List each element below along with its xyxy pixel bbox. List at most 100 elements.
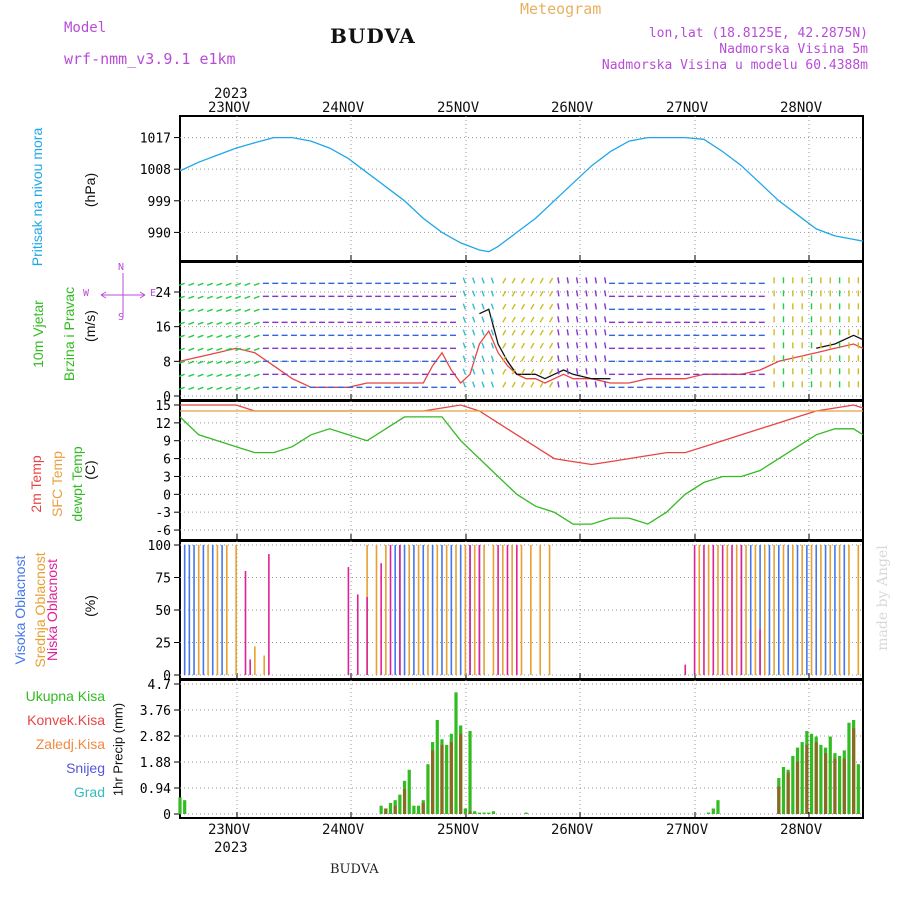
bar-precip-1-0 — [384, 808, 388, 814]
wind-arrow-391 — [585, 329, 588, 336]
wind-arrow-44 — [216, 282, 223, 287]
bar-cloud-0-18 — [749, 545, 752, 675]
ytick-label-temperature-5: 9 — [163, 435, 171, 450]
wind-arrow-22 — [197, 334, 204, 339]
bar-cloud-0-24 — [806, 545, 808, 675]
wind-arrow-310 — [502, 329, 507, 336]
wind-arrow-281 — [472, 355, 476, 362]
wind-arrow-403 — [594, 290, 598, 297]
wind-arrow-411 — [603, 303, 607, 310]
bar-precip-1-3 — [421, 802, 425, 814]
compass-south: S — [118, 312, 125, 323]
bar-precip-0-40 — [819, 744, 823, 814]
wind-arrow-14 — [188, 321, 195, 326]
wind-arrow-8 — [178, 282, 185, 287]
wind-arrow-4 — [178, 334, 185, 339]
wind-arrow-270 — [462, 381, 467, 388]
wind-arrow-21 — [197, 347, 204, 352]
bar-precip-1-14 — [823, 753, 828, 814]
bar-cloud-1-0 — [197, 545, 200, 675]
wind-arrow-292 — [481, 329, 485, 336]
wind-arrow-405 — [603, 381, 607, 388]
wind-arrow-73 — [253, 373, 260, 378]
legend-convective-rain: Konvek.Kisa — [27, 712, 105, 728]
wind-arrow-78 — [253, 308, 260, 313]
ytick-label-pressure-2: 1008 — [140, 163, 171, 178]
wind-arrow-3 — [178, 347, 185, 352]
wind-arrow-29 — [206, 360, 213, 365]
wind-arrow-45 — [225, 386, 232, 391]
bar-cloud-1-20 — [501, 545, 504, 675]
bar-precip-0-21 — [468, 731, 472, 814]
ytick-label-cloud-4: 100 — [148, 539, 171, 554]
bar-cloud-2-20 — [740, 545, 743, 675]
wind-arrow-27 — [206, 386, 213, 391]
wind-arrow-412 — [603, 290, 607, 297]
wind-arrow-342 — [539, 381, 544, 388]
bar-cloud-1-5 — [254, 646, 256, 675]
bar-cloud-1-31 — [745, 545, 747, 675]
wind-arrow-320 — [511, 316, 516, 323]
ytick-label-cloud-0: 0 — [163, 669, 171, 684]
ytick-label-cloud-3: 75 — [155, 572, 171, 587]
wind-arrow-315 — [511, 381, 516, 388]
meteogram-label: Meteogram — [520, 0, 602, 18]
wind-arrow-288 — [481, 381, 485, 388]
bar-cloud-1-11 — [417, 545, 420, 675]
bar-precip-1-13 — [814, 742, 818, 814]
wind-arrow-37 — [216, 373, 223, 378]
bar-cloud-0-21 — [777, 545, 780, 675]
wind-arrow-366 — [557, 303, 560, 310]
bar-cloud-1-14 — [445, 545, 448, 675]
wind-arrow-332 — [520, 277, 526, 284]
bar-cloud-1-10 — [408, 545, 411, 675]
wind-arrow-327 — [520, 342, 526, 349]
wind-arrow-331 — [520, 290, 526, 297]
bar-cloud-2-5 — [366, 597, 368, 675]
wind-arrow-300 — [490, 342, 495, 349]
bar-cloud-1-2 — [216, 545, 219, 675]
wind-arrow-280 — [472, 368, 476, 375]
bar-cloud-2-7 — [389, 545, 392, 675]
bar-cloud-2-4 — [356, 594, 359, 675]
wind-arrow-69 — [244, 308, 251, 313]
wind-arrow-10 — [188, 373, 195, 378]
wind-arrow-61 — [234, 295, 242, 300]
series-line-temperature-0 — [180, 404, 864, 466]
wind-arrow-64 — [244, 373, 251, 378]
wind-arrow-47 — [225, 360, 232, 365]
ytick-label-precip-2: 1.88 — [140, 756, 171, 771]
bottom-day-label-26: 26NOV — [551, 822, 594, 838]
wind-arrow-378 — [575, 381, 579, 388]
bar-cloud-2-2 — [268, 554, 270, 675]
wind-arrow-387 — [585, 381, 588, 388]
wind-arrow-284 — [472, 316, 476, 323]
wind-arrow-40 — [216, 334, 223, 339]
bar-cloud-0-8 — [403, 545, 406, 675]
wind-arrow-396 — [594, 381, 598, 388]
wind-arrow-329 — [520, 316, 526, 323]
wind-arrow-65 — [244, 360, 251, 365]
wind-arrow-337 — [530, 329, 535, 336]
wind-arrow-276 — [462, 303, 467, 310]
wind-arrow-11 — [188, 360, 195, 365]
bar-cloud-0-13 — [450, 545, 453, 675]
wind-arrow-55 — [234, 373, 242, 378]
bar-cloud-0-27 — [834, 545, 836, 675]
wind-arrow-75 — [253, 347, 260, 352]
bar-cloud-0-12 — [441, 545, 443, 675]
bar-precip-0-22 — [473, 811, 477, 814]
bar-cloud-0-9 — [413, 545, 415, 675]
bar-precip-1-9 — [777, 786, 781, 814]
ytick-label-wind-1: 8 — [163, 355, 171, 370]
wind-arrow-334 — [530, 368, 535, 375]
legend-hail: Grad — [73, 784, 105, 800]
bar-cloud-2-1 — [249, 659, 251, 675]
wind-arrow-322 — [511, 290, 516, 297]
bar-cloud-1-29 — [726, 545, 729, 675]
wind-arrow-15 — [188, 308, 195, 313]
bar-cloud-1-36 — [792, 545, 794, 675]
bar-cloud-0-23 — [796, 545, 799, 675]
